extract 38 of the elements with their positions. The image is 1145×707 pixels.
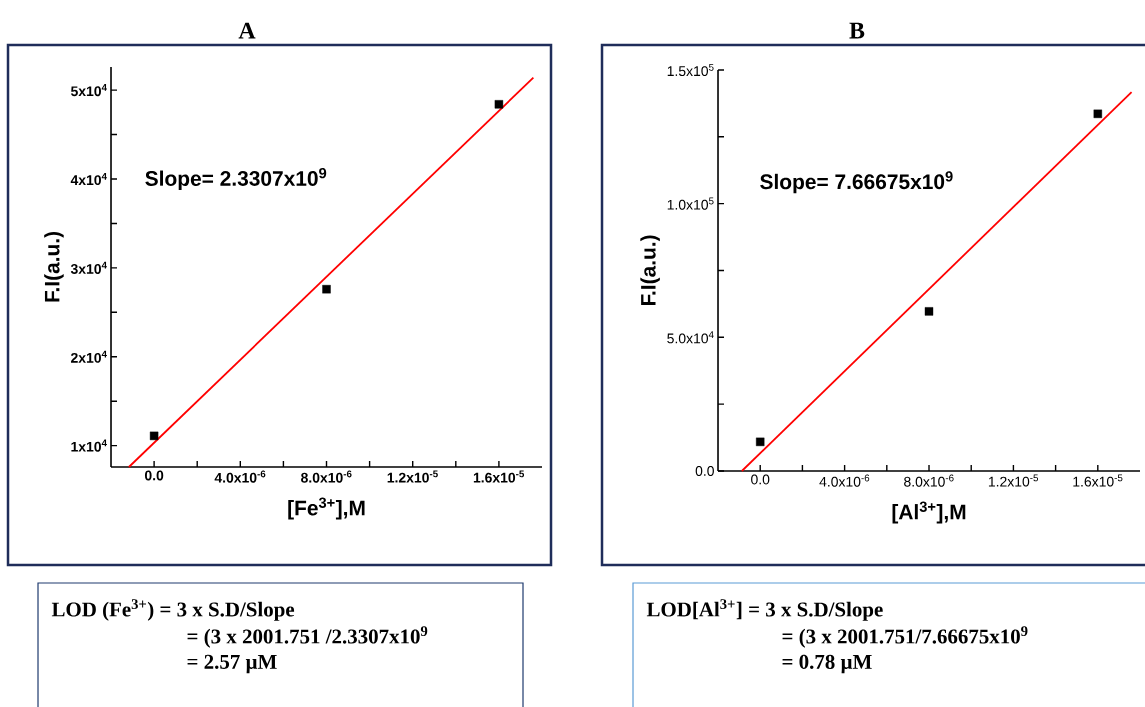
point bbox=[149, 431, 159, 441]
point bbox=[494, 100, 504, 109]
text: = (3 x 2001.751 /2.3307x10$^{9}$ bbox=[187, 626, 428, 648]
x-axis-title: [Fe$^{3+}$],M bbox=[288, 497, 365, 520]
x-tick-label: 8.0x10$^{-6}$ bbox=[904, 474, 954, 487]
x-tick-label: 1.2x10$^{-5}$ bbox=[387, 470, 438, 483]
point bbox=[322, 285, 331, 294]
y-tick-label: 2x10$^{4}$ bbox=[71, 350, 107, 363]
y-tick-label: 4x10$^{4}$ bbox=[70, 172, 107, 186]
x-tick-label: 4.0x10$^{-6}$ bbox=[819, 474, 870, 487]
x-tick-label: 4.0x10$^{-6}$ bbox=[214, 470, 266, 483]
point bbox=[924, 307, 934, 316]
y-tick-label: 1x10$^{4}$ bbox=[71, 439, 107, 452]
x-tick-label: 1.6x10$^{-5}$ bbox=[1073, 474, 1123, 487]
chart-title: A bbox=[238, 22, 256, 39]
point bbox=[1093, 109, 1103, 119]
y-tick-label: 3x10$^{4}$ bbox=[70, 261, 107, 274]
text: = 2.57 µM bbox=[187, 654, 277, 674]
x-axis-title: [Al$^{3+}$],M bbox=[892, 501, 966, 524]
y-tick-label: 5.0x10$^{4}$ bbox=[667, 331, 714, 344]
y-tick-label: 5x10$^{4}$ bbox=[70, 84, 107, 97]
point bbox=[756, 437, 765, 447]
y-axis-title: F.I(a.u.) bbox=[640, 235, 660, 306]
text: = 0.78 µM bbox=[782, 654, 872, 674]
text: LOD (Fe$^{3+}$) = 3 x S.D/Slope bbox=[51, 599, 295, 621]
x-tick-label: 0.0 bbox=[144, 470, 164, 481]
chart-title: B bbox=[849, 22, 865, 39]
y-tick-label: 1.5x10$^{5}$ bbox=[667, 63, 714, 77]
x-tick-label: 1.6x10$^{-5}$ bbox=[473, 470, 525, 483]
text: = (3 x 2001.751/7.66675x10$^{9}$ bbox=[782, 626, 1028, 648]
y-tick-label: 1.0x10$^{5}$ bbox=[667, 197, 714, 210]
x-tick-label: 0.0 bbox=[751, 474, 770, 485]
annotation: Slope= 2.3307x10$^{9}$ bbox=[145, 167, 327, 191]
annotation: Slope= 7.66675x10$^{9}$ bbox=[760, 171, 953, 194]
x-tick-label: 8.0x10$^{-6}$ bbox=[301, 470, 352, 483]
y-axis-title: F.I(a.u.) bbox=[44, 231, 64, 302]
text: LOD[Al$^{3+}$] = 3 x S.D/Slope bbox=[646, 599, 883, 621]
x-tick-label: 1.2x10$^{-5}$ bbox=[988, 474, 1039, 487]
